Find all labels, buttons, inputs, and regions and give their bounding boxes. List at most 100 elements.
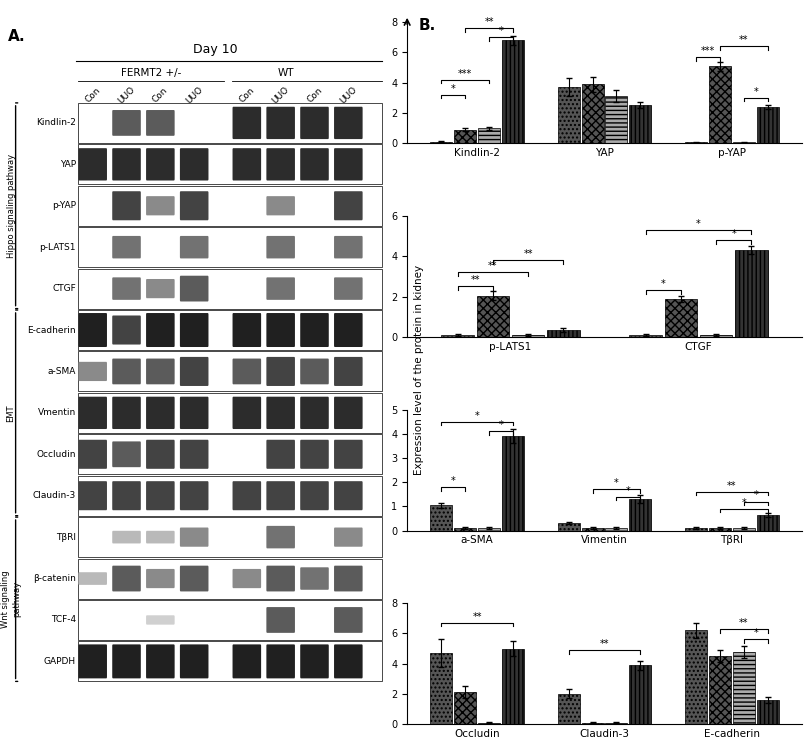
Bar xyxy=(606,723,628,724)
Bar xyxy=(606,528,628,531)
Text: Con: Con xyxy=(83,85,102,104)
Bar xyxy=(665,299,697,337)
FancyBboxPatch shape xyxy=(266,607,295,633)
FancyBboxPatch shape xyxy=(113,277,141,300)
Bar xyxy=(735,250,768,337)
FancyBboxPatch shape xyxy=(301,481,329,510)
FancyBboxPatch shape xyxy=(180,313,208,347)
FancyBboxPatch shape xyxy=(232,148,261,180)
FancyBboxPatch shape xyxy=(334,528,363,547)
FancyBboxPatch shape xyxy=(79,644,107,678)
Text: β-catenin: β-catenin xyxy=(33,574,76,583)
Text: **: ** xyxy=(739,35,748,45)
FancyBboxPatch shape xyxy=(146,644,175,678)
FancyBboxPatch shape xyxy=(180,644,208,678)
Text: **: ** xyxy=(472,612,482,621)
FancyBboxPatch shape xyxy=(79,440,107,469)
FancyBboxPatch shape xyxy=(266,357,295,386)
FancyBboxPatch shape xyxy=(266,526,295,548)
FancyBboxPatch shape xyxy=(78,393,382,433)
FancyBboxPatch shape xyxy=(78,559,382,599)
Bar xyxy=(454,528,476,531)
Text: TCF-4: TCF-4 xyxy=(51,616,76,624)
FancyBboxPatch shape xyxy=(301,358,329,384)
Text: ***: *** xyxy=(458,69,472,78)
FancyBboxPatch shape xyxy=(79,397,107,429)
Text: WT: WT xyxy=(278,68,295,78)
Text: *: * xyxy=(451,84,456,94)
Bar xyxy=(548,330,580,337)
Text: *: * xyxy=(661,279,666,290)
Bar xyxy=(454,129,476,143)
FancyBboxPatch shape xyxy=(301,568,329,590)
Text: **: ** xyxy=(471,276,480,285)
FancyBboxPatch shape xyxy=(266,440,295,469)
Text: UUO: UUO xyxy=(117,85,137,106)
FancyBboxPatch shape xyxy=(79,481,107,510)
Bar xyxy=(582,84,603,143)
FancyBboxPatch shape xyxy=(113,110,141,136)
FancyBboxPatch shape xyxy=(78,435,382,474)
Text: a-SMA: a-SMA xyxy=(48,367,76,376)
Text: **: ** xyxy=(484,17,494,27)
FancyBboxPatch shape xyxy=(180,481,208,510)
FancyBboxPatch shape xyxy=(180,440,208,469)
FancyBboxPatch shape xyxy=(146,616,175,624)
Text: *: * xyxy=(696,219,701,229)
Bar xyxy=(478,128,500,143)
FancyBboxPatch shape xyxy=(146,110,175,136)
FancyBboxPatch shape xyxy=(78,476,382,516)
Bar xyxy=(502,41,524,143)
FancyBboxPatch shape xyxy=(113,531,141,543)
FancyBboxPatch shape xyxy=(266,644,295,678)
FancyBboxPatch shape xyxy=(78,600,382,640)
FancyBboxPatch shape xyxy=(146,531,175,543)
FancyBboxPatch shape xyxy=(78,641,382,681)
Text: *: * xyxy=(499,26,504,36)
Text: Hippo signaling pathway: Hippo signaling pathway xyxy=(6,154,15,258)
Bar xyxy=(558,523,580,531)
FancyBboxPatch shape xyxy=(301,440,329,469)
Text: Con: Con xyxy=(237,85,256,104)
FancyBboxPatch shape xyxy=(180,276,208,302)
FancyBboxPatch shape xyxy=(113,148,141,180)
FancyBboxPatch shape xyxy=(180,397,208,429)
FancyBboxPatch shape xyxy=(180,236,208,259)
FancyBboxPatch shape xyxy=(113,644,141,678)
Bar xyxy=(430,653,452,724)
Bar xyxy=(558,694,580,724)
FancyBboxPatch shape xyxy=(146,279,175,299)
FancyBboxPatch shape xyxy=(78,268,382,309)
FancyBboxPatch shape xyxy=(334,191,363,220)
FancyBboxPatch shape xyxy=(334,440,363,469)
FancyBboxPatch shape xyxy=(79,313,107,347)
Text: EMT: EMT xyxy=(6,404,15,422)
Text: *: * xyxy=(753,491,758,500)
Bar xyxy=(454,692,476,724)
Text: **: ** xyxy=(739,618,748,628)
Bar xyxy=(733,652,755,724)
Text: **: ** xyxy=(599,639,609,649)
FancyBboxPatch shape xyxy=(301,397,329,429)
Text: CTGF: CTGF xyxy=(52,284,76,293)
FancyBboxPatch shape xyxy=(180,191,208,220)
FancyBboxPatch shape xyxy=(146,440,175,469)
FancyBboxPatch shape xyxy=(232,358,261,384)
Text: *: * xyxy=(451,476,456,486)
Text: UUO: UUO xyxy=(271,85,291,106)
Text: *: * xyxy=(475,411,480,420)
FancyBboxPatch shape xyxy=(180,528,208,547)
FancyBboxPatch shape xyxy=(79,148,107,180)
Text: A.: A. xyxy=(8,29,26,44)
Text: Con: Con xyxy=(305,85,324,104)
Text: YAP: YAP xyxy=(60,160,76,168)
Text: *: * xyxy=(614,478,619,488)
Bar xyxy=(629,106,651,143)
Text: Occludin: Occludin xyxy=(36,450,76,459)
FancyBboxPatch shape xyxy=(113,397,141,429)
FancyBboxPatch shape xyxy=(113,441,141,467)
Bar xyxy=(709,528,731,531)
FancyBboxPatch shape xyxy=(79,572,107,585)
Bar xyxy=(477,296,509,337)
FancyBboxPatch shape xyxy=(146,313,175,347)
